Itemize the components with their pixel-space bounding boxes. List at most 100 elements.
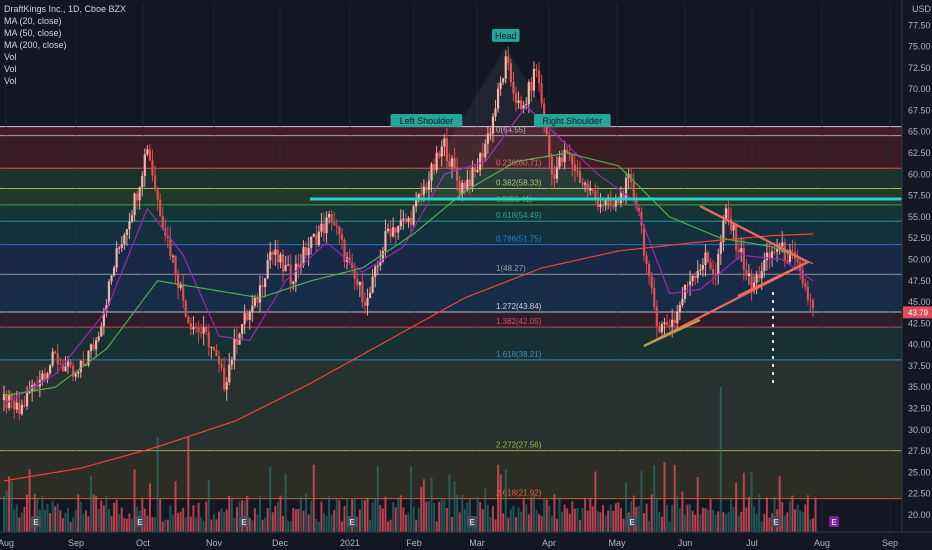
legend-vol-2[interactable]: Vol bbox=[4, 64, 17, 74]
earnings-marker[interactable] bbox=[347, 516, 357, 527]
earnings-marker[interactable] bbox=[31, 516, 41, 527]
annotation-box[interactable] bbox=[390, 114, 463, 127]
candle-body bbox=[197, 327, 200, 333]
candle-body bbox=[665, 322, 669, 326]
earnings-marker[interactable] bbox=[829, 516, 839, 527]
fib-label: 1.272(43.84) bbox=[496, 302, 542, 311]
legend-vol-3[interactable]: Vol bbox=[4, 76, 17, 86]
candle-body bbox=[537, 70, 541, 84]
last-price-tag[interactable] bbox=[903, 306, 932, 319]
earnings-marker[interactable] bbox=[771, 516, 781, 527]
candle-body bbox=[555, 167, 559, 179]
volume-bar bbox=[371, 501, 374, 532]
candle-body bbox=[192, 326, 195, 330]
fib-label: 1.382(42.05) bbox=[496, 317, 542, 326]
volume-bar bbox=[678, 508, 681, 532]
candle-body bbox=[404, 218, 408, 223]
candle-body bbox=[153, 175, 157, 189]
volume-bar bbox=[276, 501, 279, 532]
volume-bar bbox=[489, 516, 492, 532]
earnings-marker[interactable] bbox=[627, 516, 637, 527]
volume-bar bbox=[430, 477, 433, 532]
volume-bar bbox=[427, 501, 430, 532]
volume-bar bbox=[468, 498, 471, 532]
candle-body bbox=[573, 164, 576, 171]
volume-bar bbox=[141, 497, 144, 532]
volume-bar bbox=[128, 513, 131, 532]
volume-bar bbox=[274, 505, 277, 532]
candle-body bbox=[456, 168, 459, 181]
y-tick-label: 60.00 bbox=[908, 169, 931, 179]
candle-body bbox=[84, 364, 88, 366]
volume-bar bbox=[154, 517, 157, 532]
y-tick-label: 32.50 bbox=[908, 404, 931, 414]
volume-bar bbox=[410, 466, 413, 532]
volume-bar bbox=[146, 515, 149, 532]
candle-body bbox=[420, 194, 423, 196]
volume-bar bbox=[353, 498, 356, 532]
support-line[interactable] bbox=[643, 319, 701, 347]
volume-bar bbox=[568, 513, 571, 532]
volume-bar bbox=[82, 514, 85, 532]
fib-band bbox=[0, 168, 902, 189]
candle-body bbox=[732, 224, 735, 231]
volume-bar bbox=[422, 479, 425, 532]
earnings-marker[interactable] bbox=[467, 516, 477, 527]
legend-vol-1[interactable]: Vol bbox=[4, 52, 17, 62]
legend-ma50[interactable]: MA (50, close) bbox=[4, 28, 62, 38]
volume-bar bbox=[328, 495, 331, 532]
annotation-box[interactable] bbox=[491, 28, 520, 42]
ma50-line[interactable] bbox=[3, 152, 814, 397]
volume-bar bbox=[814, 497, 817, 532]
volume-bar bbox=[717, 511, 720, 532]
annotation-box[interactable] bbox=[534, 114, 611, 127]
legend-ma200[interactable]: MA (200, close) bbox=[4, 40, 67, 50]
fib-band bbox=[0, 327, 902, 360]
candle-body bbox=[714, 274, 717, 276]
volume-bar bbox=[648, 520, 651, 532]
volume-bar bbox=[581, 508, 584, 532]
candle-body bbox=[704, 252, 707, 265]
candle-body bbox=[130, 215, 134, 222]
ma200-line[interactable] bbox=[3, 233, 814, 482]
candle-body bbox=[796, 258, 799, 263]
earnings-marker[interactable] bbox=[135, 516, 145, 527]
candle-body bbox=[532, 68, 536, 91]
legend-title[interactable]: DraftKings Inc., 1D, Cboe BZX bbox=[4, 4, 127, 14]
candle-body bbox=[136, 193, 139, 201]
volume-bar bbox=[131, 518, 133, 532]
volume-bar bbox=[502, 513, 505, 532]
triangle-pattern[interactable] bbox=[643, 205, 811, 347]
volume-bar bbox=[579, 519, 581, 532]
candle-body bbox=[466, 179, 469, 189]
volume-bar bbox=[110, 515, 113, 532]
candle-body bbox=[294, 263, 297, 282]
candle-body bbox=[735, 224, 738, 250]
candle-body bbox=[435, 152, 438, 171]
candle-body bbox=[169, 237, 172, 257]
candle-body bbox=[289, 264, 292, 284]
candle-body bbox=[146, 149, 149, 155]
x-tick-label: Sep bbox=[68, 538, 84, 548]
y-tick-label: 22.50 bbox=[908, 489, 931, 499]
candle-body bbox=[338, 226, 341, 235]
candle-body bbox=[407, 217, 410, 223]
fib-band bbox=[0, 221, 902, 245]
candle-body bbox=[486, 133, 489, 144]
volume-bar bbox=[456, 494, 459, 532]
candle-body bbox=[586, 183, 589, 191]
candle-body bbox=[773, 251, 776, 253]
volume-bar bbox=[709, 499, 712, 532]
volume-bar bbox=[763, 513, 766, 532]
legend-ma20[interactable]: MA (20, close) bbox=[4, 16, 62, 26]
volume-bar bbox=[100, 500, 103, 532]
volume-bar bbox=[653, 465, 656, 532]
earnings-marker[interactable] bbox=[239, 516, 249, 527]
candle-body bbox=[481, 153, 484, 158]
candle-body bbox=[719, 242, 722, 254]
candle-body bbox=[284, 265, 287, 272]
candle-body bbox=[589, 188, 592, 191]
volume-bar bbox=[72, 517, 75, 532]
